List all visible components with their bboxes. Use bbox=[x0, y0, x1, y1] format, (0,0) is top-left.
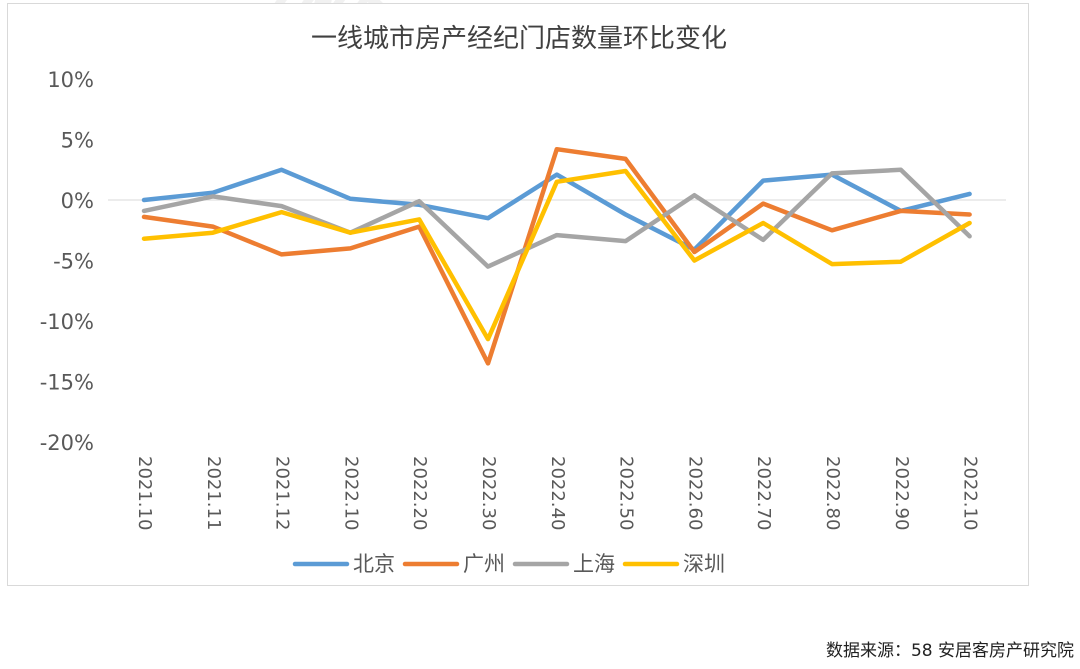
x-tick-label: 2022.20 bbox=[409, 456, 430, 530]
series-line-4 bbox=[141, 168, 972, 342]
line-chart: 10% 5% 0% -5% -10% -15% -20% 2021.10 2021.11 2021… bbox=[40, 68, 1006, 576]
y-tick-label: 5% bbox=[61, 129, 94, 153]
y-tick-label: -5% bbox=[53, 250, 94, 274]
x-tick-label: 2022.70 bbox=[753, 456, 774, 530]
legend-label: 上海 bbox=[573, 552, 615, 576]
x-tick-label: 2022.80 bbox=[822, 456, 843, 530]
x-tick-label: 2022.10 bbox=[960, 456, 981, 530]
x-tick-label: 2021.10 bbox=[134, 456, 155, 530]
x-tick-label: 2021.11 bbox=[203, 456, 224, 530]
x-tick-label: 2022.40 bbox=[547, 456, 568, 530]
legend-label: 深圳 bbox=[683, 552, 725, 576]
legend-label: 广州 bbox=[463, 552, 505, 576]
source-note: 数据来源：58 安居客房产研究院 bbox=[825, 641, 1074, 661]
chart-frame: 一线城市房产经纪门店数量环比变化 10% 5% 0% -5% -10% -15% -20% 2… bbox=[7, 3, 1029, 586]
x-tick-label: 2022.90 bbox=[891, 456, 912, 530]
y-tick-label: -20% bbox=[40, 431, 94, 455]
x-tick-label: 2022.30 bbox=[478, 456, 499, 530]
y-tick-label: -10% bbox=[40, 310, 94, 334]
y-tick-label: 10% bbox=[47, 68, 94, 92]
legend-label: 北京 bbox=[353, 552, 395, 576]
chart-title: 一线城市房产经纪门店数量环比变化 bbox=[310, 24, 727, 54]
y-tick-label: 0% bbox=[61, 189, 94, 213]
x-tick-label: 2022.60 bbox=[684, 456, 705, 530]
y-tick-label: -15% bbox=[40, 371, 94, 395]
x-tick-label: 2022.50 bbox=[616, 456, 637, 530]
x-tick-label: 2021.12 bbox=[272, 456, 293, 530]
x-tick-label: 2022.10 bbox=[340, 456, 361, 530]
